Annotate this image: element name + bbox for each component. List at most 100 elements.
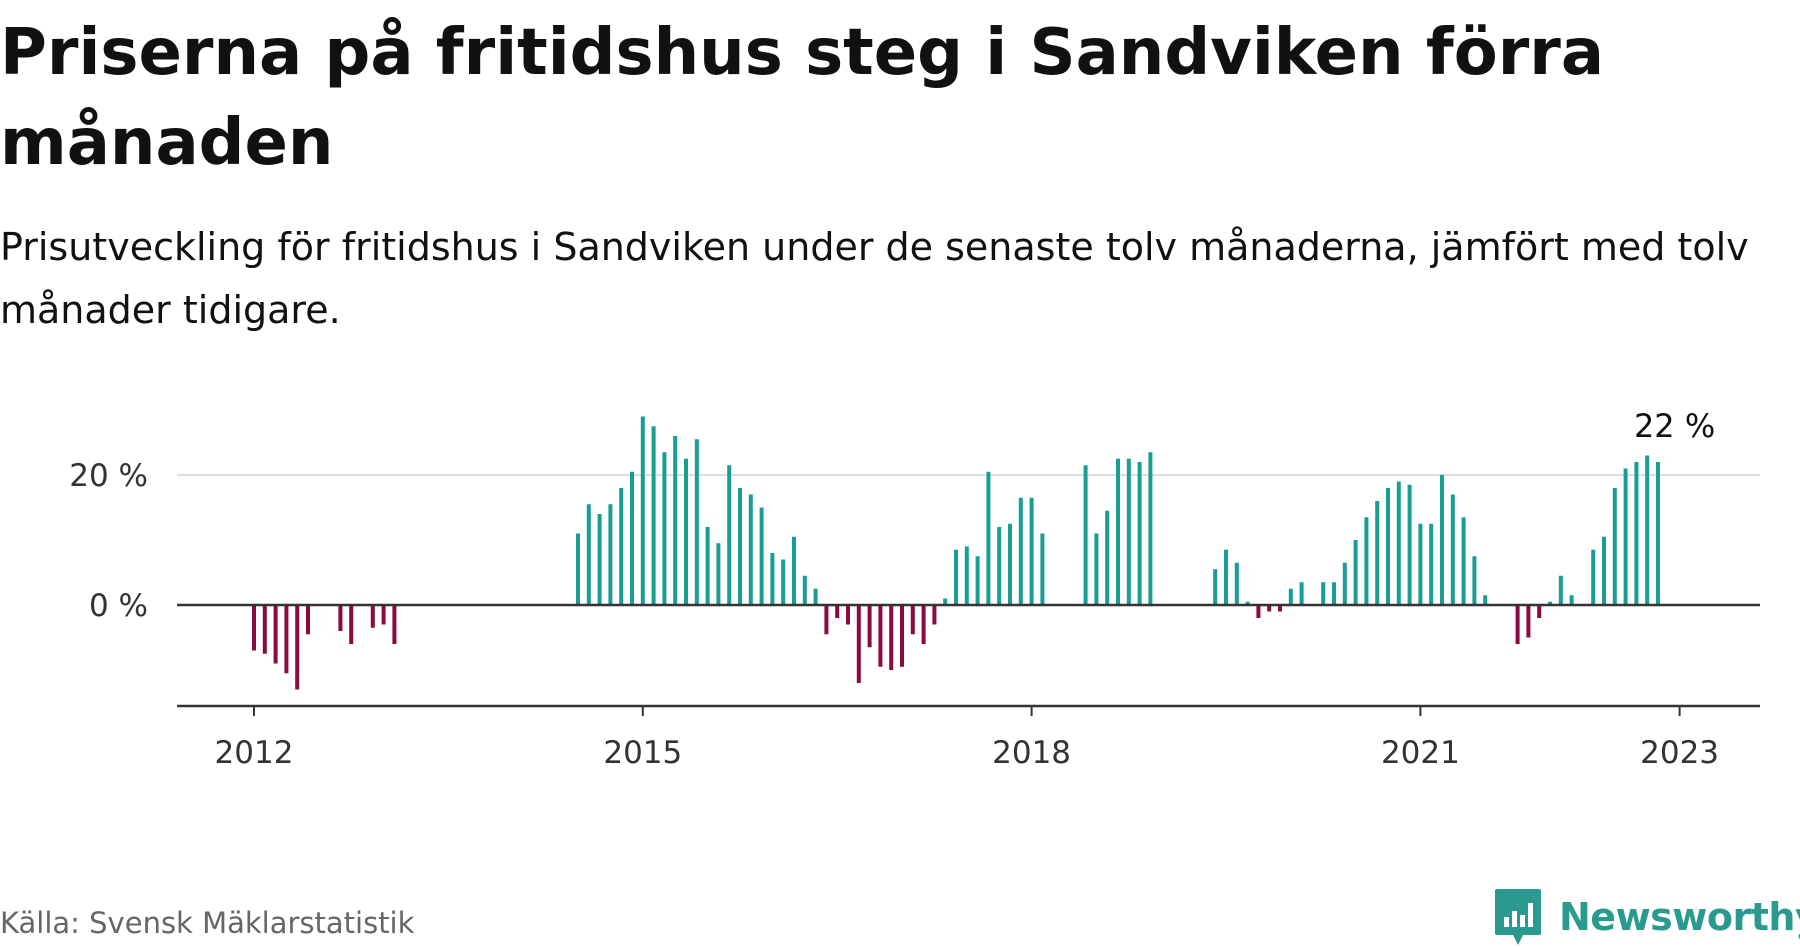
bar: [651, 426, 656, 605]
bar: [1396, 481, 1401, 605]
bar-chart: 0 % 20 % 2012 2015 2018 2021 2023 22 %: [69, 407, 1760, 771]
bar: [1602, 536, 1606, 605]
bar: [1472, 556, 1477, 605]
bar: [1321, 582, 1326, 605]
source-note: Källa: Svensk Mäklarstatistik: [0, 906, 415, 940]
bar: [1245, 601, 1250, 605]
bar: [1569, 595, 1574, 605]
x-tick-label: 2015: [603, 735, 682, 771]
bar: [1634, 462, 1639, 605]
bar: [1299, 582, 1304, 605]
bar: [1591, 549, 1596, 605]
bar: [964, 546, 969, 605]
bar: [273, 605, 278, 664]
bar: [824, 605, 829, 635]
y-tick-label: 0 %: [89, 588, 148, 624]
bar: [1375, 501, 1380, 605]
bar: [392, 605, 397, 644]
bar: [1332, 582, 1336, 605]
bar: [1461, 517, 1466, 605]
bar: [770, 553, 775, 605]
bar: [1148, 452, 1153, 605]
bar: [910, 605, 915, 635]
bar: [1656, 462, 1660, 605]
bar: [1040, 533, 1045, 605]
bar: [1137, 462, 1142, 605]
bar: [1256, 605, 1261, 618]
bar: [370, 605, 375, 628]
bar: [781, 559, 786, 605]
bar: [889, 605, 894, 670]
bar: [759, 507, 764, 605]
bar: [1029, 497, 1034, 605]
bar: [835, 605, 840, 618]
bar: [716, 543, 721, 605]
bar: [662, 452, 667, 605]
bar: [921, 605, 926, 644]
bar: [1440, 475, 1444, 605]
bar: [1418, 523, 1423, 605]
bar: [1083, 465, 1088, 605]
bar: [878, 605, 883, 667]
latest-value-annotation: 22 %: [1634, 407, 1715, 445]
bar: [802, 575, 807, 605]
bar: [792, 536, 796, 605]
newsworthy-logo-icon: [1495, 889, 1541, 945]
bar: [1515, 605, 1520, 644]
bar: [640, 416, 645, 605]
bar: [1623, 468, 1628, 605]
bar: [1234, 562, 1239, 605]
bar: [1407, 484, 1412, 605]
bar: [748, 494, 753, 605]
bar: [1386, 488, 1390, 605]
bar: [597, 514, 602, 605]
bar: [1213, 569, 1218, 605]
bar: [1364, 517, 1369, 605]
bar: [1018, 497, 1023, 605]
bar: [856, 605, 861, 683]
bar: [1526, 605, 1531, 638]
bar: [338, 605, 343, 631]
bar: [867, 605, 872, 648]
bar: [576, 533, 580, 605]
x-tick-label: 2021: [1381, 735, 1460, 771]
bar: [1267, 605, 1272, 612]
bar: [943, 598, 948, 605]
bar: [694, 439, 699, 605]
bar: [1224, 549, 1228, 605]
bar: [1116, 458, 1120, 605]
bar: [673, 436, 678, 605]
bar: [295, 605, 300, 690]
bar: [986, 471, 991, 605]
bar: [1548, 601, 1552, 605]
bar: [900, 605, 904, 667]
bar: [1612, 488, 1617, 605]
bar: [1429, 523, 1434, 605]
chart-title: Priserna på fritidshus steg i Sandviken …: [0, 16, 1604, 180]
y-tick-label: 20 %: [69, 458, 148, 494]
bar: [705, 527, 710, 605]
bar: [1342, 562, 1347, 605]
brand-logo[interactable]: Newsworthy: [1493, 887, 1800, 947]
bar: [932, 605, 937, 625]
axes: [177, 603, 1760, 716]
brand-name: Newsworthy: [1559, 895, 1800, 939]
bar: [813, 588, 818, 605]
bar: [975, 556, 980, 605]
bar: [1094, 533, 1099, 605]
bar: [586, 504, 591, 605]
bar: [1483, 595, 1488, 605]
bar: [1288, 588, 1293, 605]
bar: [1126, 458, 1131, 605]
bar: [306, 605, 310, 635]
bar: [954, 549, 958, 605]
bar: [727, 465, 732, 605]
bar: [1353, 540, 1358, 605]
bar: [1105, 510, 1110, 605]
bar: [262, 605, 267, 654]
bar: [684, 458, 688, 605]
x-tick-label: 2012: [215, 735, 294, 771]
bar: [349, 605, 354, 644]
bar: [1558, 575, 1563, 605]
x-tick-label: 2023: [1640, 735, 1719, 771]
